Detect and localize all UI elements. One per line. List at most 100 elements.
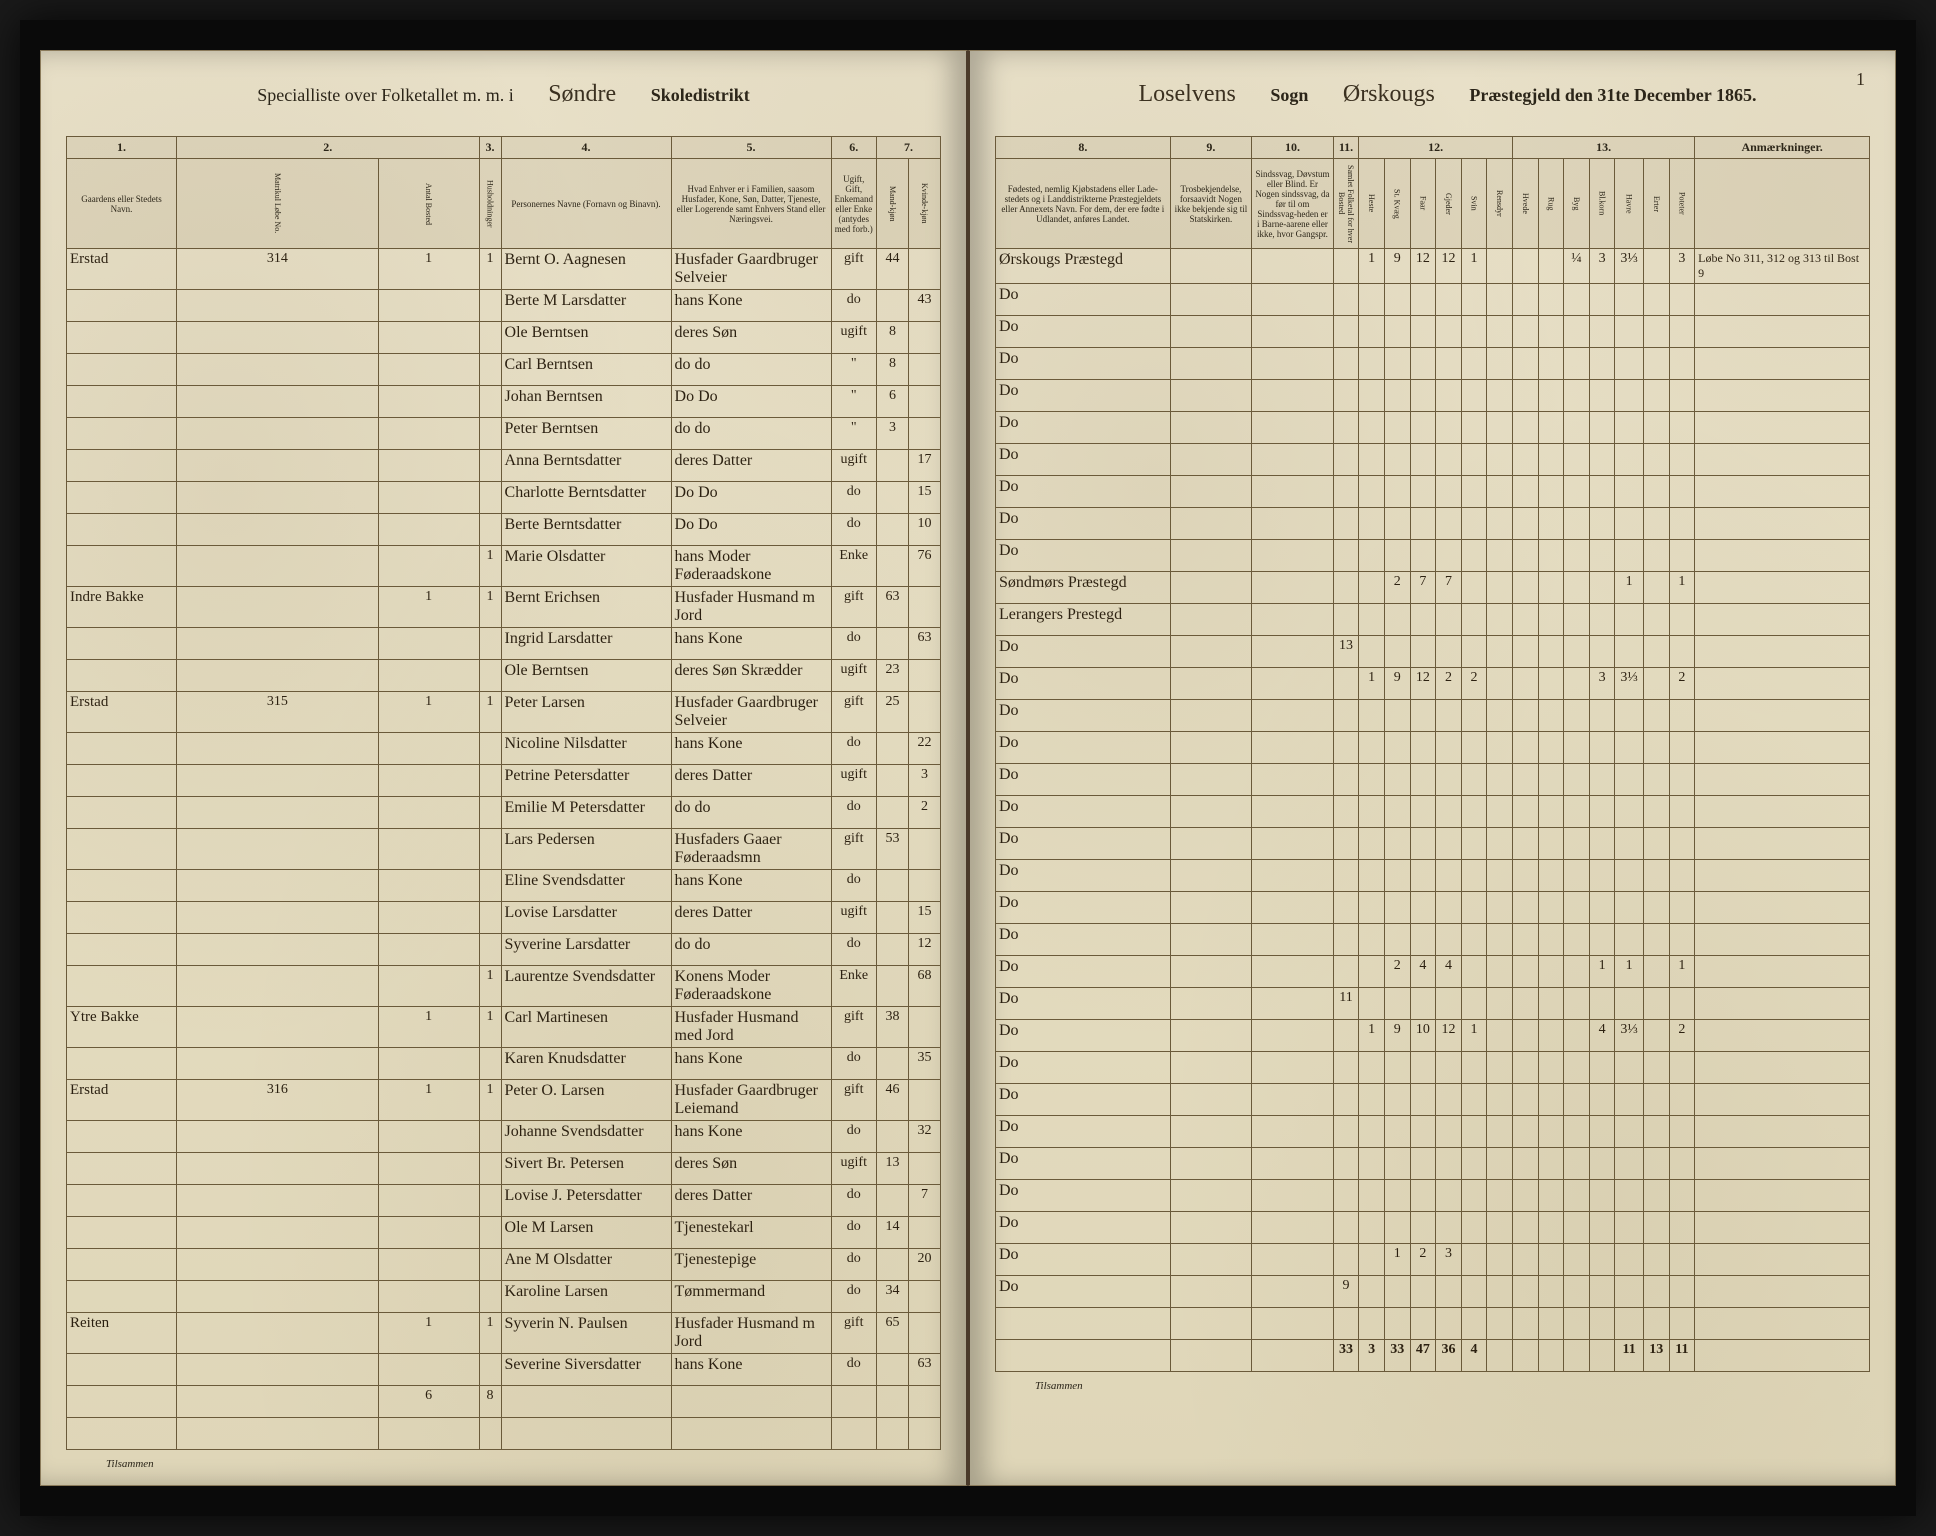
cell-h (1359, 572, 1385, 604)
cell-ha (1615, 540, 1644, 572)
cell-e (1643, 988, 1669, 1020)
cell-rel9 (1170, 284, 1252, 316)
table-row: Do (996, 1052, 1870, 1084)
cell-kv: 9 (1384, 1020, 1410, 1052)
cell-rd (1487, 444, 1513, 476)
cell-rel: hans Kone (671, 733, 831, 765)
cell-p (1669, 1052, 1695, 1084)
cell-name: Sivert Br. Petersen (501, 1153, 671, 1185)
cell-note (1695, 732, 1870, 764)
h11: Samlet Folketal for hver Bosted (1333, 159, 1359, 249)
colnum-row-r: 8. 9. 10. 11. 12. 13. Anmærkninger. (996, 137, 1870, 159)
cell-e (1643, 892, 1669, 924)
cell-ha: 1 (1615, 572, 1644, 604)
cell-sv (1461, 700, 1487, 732)
cell-sv: 2 (1461, 668, 1487, 700)
cell-sv (1461, 1148, 1487, 1180)
cell-w (1512, 668, 1538, 700)
cell-e (1643, 348, 1669, 380)
cell-stat: gift (831, 587, 876, 628)
cell-rel: Do Do (671, 514, 831, 546)
cell-k (909, 418, 941, 450)
table-row: Do (996, 1084, 1870, 1116)
cell-g: 12 (1436, 249, 1462, 284)
cell-m (877, 902, 909, 934)
cell-w (1512, 700, 1538, 732)
cell-rel: do do (671, 934, 831, 966)
cell-bo (378, 966, 479, 1007)
cell-p (1669, 1148, 1695, 1180)
h13d: Bl.korn (1589, 159, 1615, 249)
cell-hh (479, 290, 501, 322)
cell-birth: Do (996, 444, 1171, 476)
cell-r (1538, 1148, 1564, 1180)
cell-kv: 9 (1384, 668, 1410, 700)
cell-e (1643, 860, 1669, 892)
right-footer: Tilsammen (995, 1380, 1870, 1392)
cell-f (1410, 316, 1436, 348)
cell-hh (479, 797, 501, 829)
cell-g (1436, 828, 1462, 860)
cell-note (1695, 956, 1870, 988)
cell-h (1359, 732, 1385, 764)
h13b: Rug (1538, 159, 1564, 249)
cell-p (1669, 284, 1695, 316)
cell-kv (1384, 892, 1410, 924)
cell-r (1538, 1020, 1564, 1052)
cell-11 (1333, 284, 1359, 316)
cell-rd (1487, 412, 1513, 444)
cell-rd (1487, 604, 1513, 636)
cell-sv (1461, 380, 1487, 412)
cell-bo (378, 628, 479, 660)
cell-rel9 (1170, 572, 1252, 604)
cell-m (877, 966, 909, 1007)
cell-w (1512, 572, 1538, 604)
cell-name: Peter O. Larsen (501, 1080, 671, 1121)
table-row: Do (996, 316, 1870, 348)
h-bo: Antal Bosted (378, 159, 479, 249)
cell-f (1410, 476, 1436, 508)
cell-e (1643, 1212, 1669, 1244)
cell-p (1669, 1276, 1695, 1308)
cell-rd (1487, 892, 1513, 924)
col7: 7. (877, 137, 941, 159)
cell-note: Løbe No 311, 312 og 313 til Bost 9 (1695, 249, 1870, 284)
cell-kv (1384, 860, 1410, 892)
cell-rd (1487, 249, 1513, 284)
cell-place (67, 765, 177, 797)
cell-bo (378, 322, 479, 354)
cell-rel9 (1170, 249, 1252, 284)
cell-name: Bernt O. Aagnesen (501, 249, 671, 290)
cell-stat: ugift (831, 660, 876, 692)
cell-g: 2 (1436, 668, 1462, 700)
cell-matr (177, 418, 379, 450)
cell-10 (1252, 636, 1334, 668)
cell-note (1695, 508, 1870, 540)
cell-hh: 1 (479, 692, 501, 733)
cell-r (1538, 284, 1564, 316)
cell-p (1669, 1116, 1695, 1148)
cell-kv (1384, 540, 1410, 572)
cell-w (1512, 604, 1538, 636)
table-row: Ane M OlsdatterTjenestepigedo20 (67, 1249, 941, 1281)
table-row: Johan BerntsenDo Do"6 (67, 386, 941, 418)
cell-b (1564, 700, 1590, 732)
cell-11 (1333, 892, 1359, 924)
cell-11 (1333, 764, 1359, 796)
cell-h (1359, 284, 1385, 316)
table-row: Lovise J. Petersdatterderes Datterdo7 (67, 1185, 941, 1217)
cell-m: 8 (877, 322, 909, 354)
cell-bo (378, 902, 479, 934)
cell-10 (1252, 508, 1334, 540)
cell-g (1436, 1052, 1462, 1084)
cell-place (67, 660, 177, 692)
cell-rel9 (1170, 540, 1252, 572)
cell-sv (1461, 860, 1487, 892)
cell-hh (479, 1281, 501, 1313)
cell-h (1359, 1052, 1385, 1084)
cell-h (1359, 1212, 1385, 1244)
cell-r (1538, 1212, 1564, 1244)
cell-p (1669, 380, 1695, 412)
cell-g (1436, 444, 1462, 476)
cell-hh (479, 902, 501, 934)
